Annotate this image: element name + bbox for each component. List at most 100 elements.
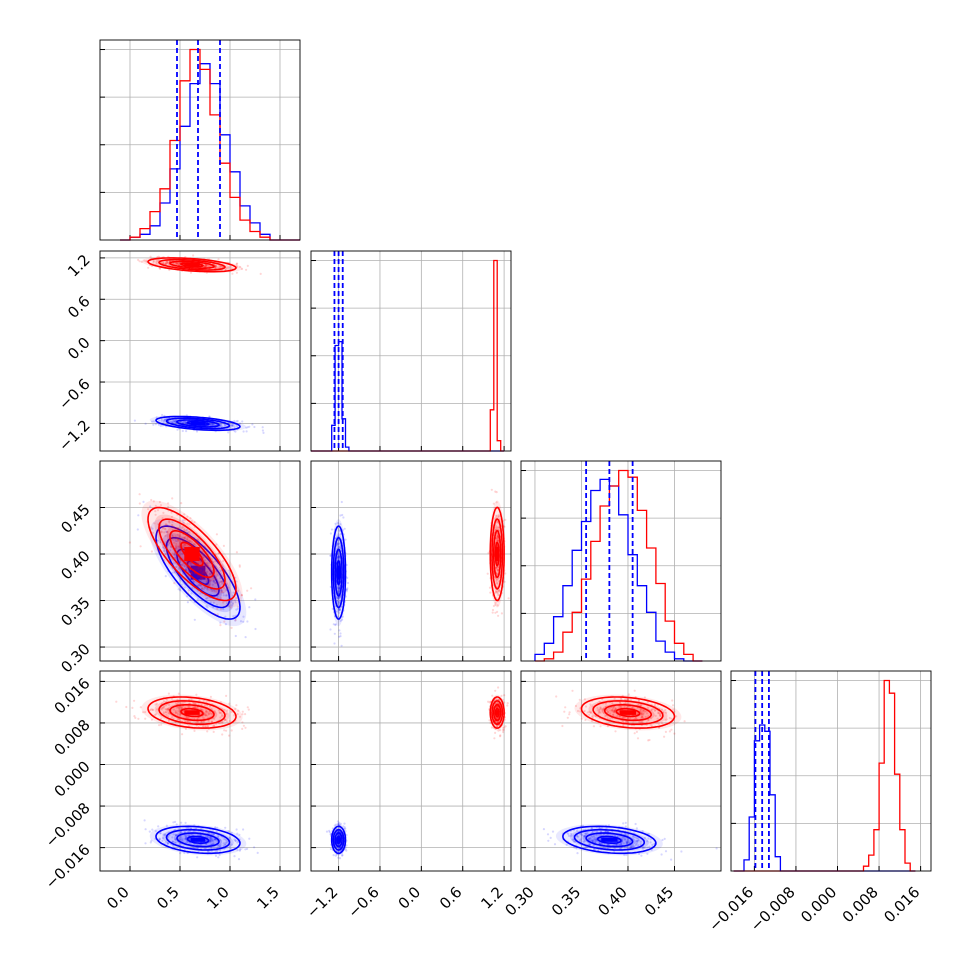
x-tick-label: 0.40 [594,883,630,919]
sample-point [621,716,624,720]
sample-point [582,840,585,843]
sample-point [197,565,201,569]
sample-point [495,581,499,584]
sample-point [638,721,641,724]
sample-point [215,567,218,570]
sample-point [162,711,165,714]
sample-point [604,702,607,705]
sample-point [207,836,210,839]
sample-point [646,846,649,849]
sample-point [614,834,617,837]
sample-point [488,586,492,589]
sample-point [203,713,206,716]
sample-point [183,513,186,516]
sample-point [337,589,340,593]
sample-point [343,527,346,530]
sample-point [171,524,174,527]
sample-point [233,599,236,602]
sample-point [161,517,164,520]
sample-point [183,564,186,567]
sample-point [226,840,229,843]
sample-point [637,704,640,707]
sample-point [658,712,661,715]
sample-point [683,720,686,723]
sample-point [649,841,652,844]
sample-point [174,538,177,541]
sample-point [245,268,248,271]
sample-point [201,724,204,728]
sample-point [176,718,179,721]
contour-line [489,506,505,602]
sample-point [217,258,220,261]
sample-point [602,708,605,711]
sample-point [593,838,596,841]
sample-point [221,714,224,717]
sample-point [194,543,197,546]
sample-point [166,707,169,711]
sample-point [152,420,155,423]
sample-point [580,717,583,720]
sample-point [219,425,222,428]
sample-point [212,724,216,727]
sample-point [334,854,337,857]
sample-point [176,428,179,431]
sample-point [234,839,237,843]
sample-point [199,584,202,587]
sample-point [177,706,180,710]
sample-point [161,413,164,417]
sample-point [206,730,209,733]
sample-point [715,847,718,850]
sample-point [140,260,143,263]
sample-point [196,834,200,837]
sample-point [199,584,202,588]
sample-point [187,531,190,534]
sample-point [192,254,195,257]
sample-point [176,533,179,536]
sample-point [220,588,223,592]
sample-point [166,842,169,845]
sample-point [217,845,220,848]
sample-point [207,264,210,267]
sample-point [202,567,205,570]
contour-line [186,420,210,426]
sample-point [636,841,639,844]
sample-point [189,539,192,542]
sample-point [663,837,666,841]
sample-point [144,422,147,425]
sample-point [649,723,652,726]
sample-point [579,838,582,841]
sample-point [337,596,340,599]
sample-point [159,717,163,720]
sample-point [338,586,341,590]
sample-point [204,714,208,717]
sample-point [234,601,237,604]
sample-point [664,850,668,853]
sample-point [194,706,197,709]
sample-point [589,711,593,714]
sample-point [224,594,228,597]
sample-point [214,854,218,858]
sample-point [175,262,179,265]
sample-point [339,619,342,623]
x-tick-label: 0.000 [797,883,840,926]
sample-point [622,836,625,839]
x-tick-label: 0.008 [839,883,882,926]
sample-point [330,528,334,531]
sample-point [208,415,211,418]
sample-point [218,593,221,596]
sample-point [623,716,626,719]
sample-point [337,597,340,600]
sample-point [173,541,176,544]
sample-point [499,735,502,738]
sample-point [208,840,211,843]
sample-point [222,594,225,597]
sample-point [337,822,340,826]
sample-point [151,828,154,831]
sample-point [190,540,193,543]
sample-point [336,541,339,545]
sample-point [137,717,140,720]
sample-point [161,837,165,840]
panel-frame-3-0 [99,670,301,872]
sample-point [207,713,210,716]
sample-point [344,538,347,541]
